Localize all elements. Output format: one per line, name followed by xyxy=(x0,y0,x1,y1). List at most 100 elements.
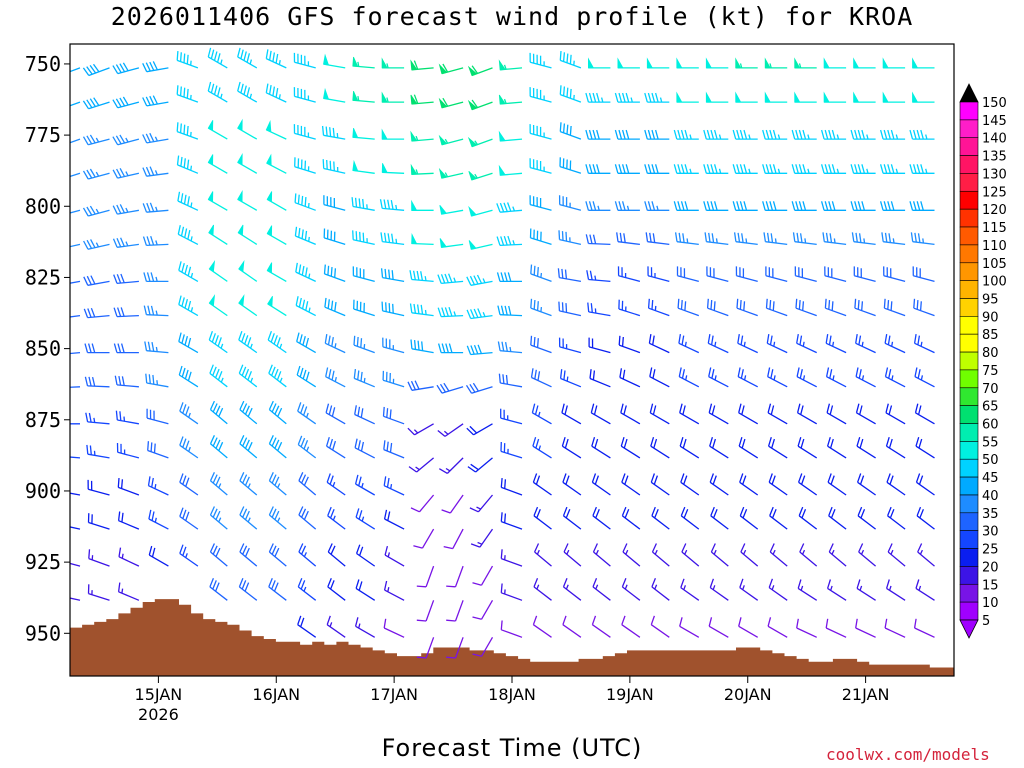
wind-barb xyxy=(383,476,405,496)
wind-barb xyxy=(881,232,906,246)
wind-barb xyxy=(470,528,494,548)
wind-barb xyxy=(438,97,464,109)
wind-barb xyxy=(498,373,523,388)
wind-barb xyxy=(324,297,346,317)
wind-barb xyxy=(559,51,582,69)
wind-barb xyxy=(443,528,464,550)
wind-barb xyxy=(738,437,759,459)
wind-barb xyxy=(114,375,139,388)
wind-barb xyxy=(297,435,317,459)
wind-barb xyxy=(265,120,287,140)
wind-barb xyxy=(266,191,287,211)
wind-barb xyxy=(708,367,729,388)
wind-barb xyxy=(529,158,552,174)
wind-barb xyxy=(530,298,552,317)
wind-barb xyxy=(238,260,258,282)
wind-barb xyxy=(561,437,582,459)
wind-barb xyxy=(796,618,817,638)
wind-barb xyxy=(531,403,552,425)
wind-barb xyxy=(644,129,670,140)
wind-barb xyxy=(468,171,493,181)
wind-barb xyxy=(239,435,258,459)
wind-barb xyxy=(879,129,906,140)
wind-barb xyxy=(321,125,346,140)
wind-barb xyxy=(472,636,494,657)
wind-barb xyxy=(268,364,287,388)
wind-barb xyxy=(70,456,81,459)
wind-barb xyxy=(563,543,582,567)
wind-barb xyxy=(323,87,346,103)
x-tick-sublabel: 2026 xyxy=(138,705,179,724)
wind-barb xyxy=(651,577,670,601)
colorbar-swatch xyxy=(959,387,979,406)
wind-barb xyxy=(912,91,935,103)
wind-barb xyxy=(238,364,258,388)
wind-barb xyxy=(383,509,405,530)
wind-barb xyxy=(823,57,847,69)
wind-barb xyxy=(614,201,640,211)
wind-barb xyxy=(441,494,464,514)
wind-barb xyxy=(853,91,876,103)
wind-barb xyxy=(679,617,700,638)
wind-barb xyxy=(767,403,788,425)
wind-barb xyxy=(293,87,316,103)
wind-barb xyxy=(791,129,817,140)
colorbar-swatch xyxy=(959,530,979,549)
wind-barb xyxy=(709,473,729,496)
wind-barb xyxy=(769,543,788,567)
wind-barb xyxy=(295,296,316,317)
wind-barb xyxy=(142,95,169,107)
wind-barb xyxy=(703,129,729,140)
wind-barb xyxy=(850,129,876,140)
wind-barb xyxy=(617,266,641,283)
wind-barb xyxy=(179,473,199,496)
colorbar-label: 75 xyxy=(982,364,999,379)
wind-barb xyxy=(410,163,434,175)
wind-barb xyxy=(912,266,935,283)
wind-barb xyxy=(407,380,434,391)
x-axis-label: Forecast Time (UTC) xyxy=(381,734,643,762)
wind-barb xyxy=(496,272,522,283)
wind-barb xyxy=(268,577,287,601)
wind-barb xyxy=(739,506,759,530)
wind-barb xyxy=(176,51,199,69)
wind-barb xyxy=(500,408,523,425)
wind-barb xyxy=(826,579,847,601)
y-tick-label: 750 xyxy=(25,52,61,76)
wind-barb xyxy=(650,473,670,496)
wind-barb xyxy=(676,57,699,69)
wind-barb xyxy=(467,65,493,77)
colorbar-label: 140 xyxy=(982,132,1007,147)
wind-barb xyxy=(766,333,788,354)
wind-barb xyxy=(384,545,405,567)
colorbar-swatch xyxy=(959,333,979,353)
wind-barb xyxy=(588,57,611,69)
wind-barb xyxy=(466,423,493,436)
wind-barb xyxy=(589,369,611,388)
wind-barb xyxy=(737,333,758,354)
colorbar-label: 145 xyxy=(982,114,1007,129)
wind-barb xyxy=(530,335,552,354)
wind-barb xyxy=(142,132,169,144)
wind-barb xyxy=(466,274,493,286)
wind-barb xyxy=(739,473,759,496)
wind-barb xyxy=(825,618,847,638)
wind-barb xyxy=(735,57,758,69)
wind-barb xyxy=(145,373,169,388)
colorbar-label: 30 xyxy=(982,525,999,540)
credit-link[interactable]: coolwx.com/models xyxy=(826,745,990,764)
wind-barb xyxy=(323,195,346,211)
wind-barb xyxy=(591,615,611,638)
wind-barb xyxy=(500,549,523,567)
wind-barb xyxy=(558,230,582,246)
wind-barb xyxy=(614,92,640,103)
wind-barb xyxy=(680,578,700,601)
wind-barb xyxy=(472,599,494,620)
wind-barb xyxy=(648,333,670,354)
wind-barb xyxy=(826,437,847,459)
wind-barb xyxy=(768,578,788,601)
wind-barb xyxy=(239,400,258,425)
wind-barb xyxy=(298,543,317,567)
wind-barb xyxy=(765,298,788,317)
colorbar-label: 105 xyxy=(982,257,1007,272)
